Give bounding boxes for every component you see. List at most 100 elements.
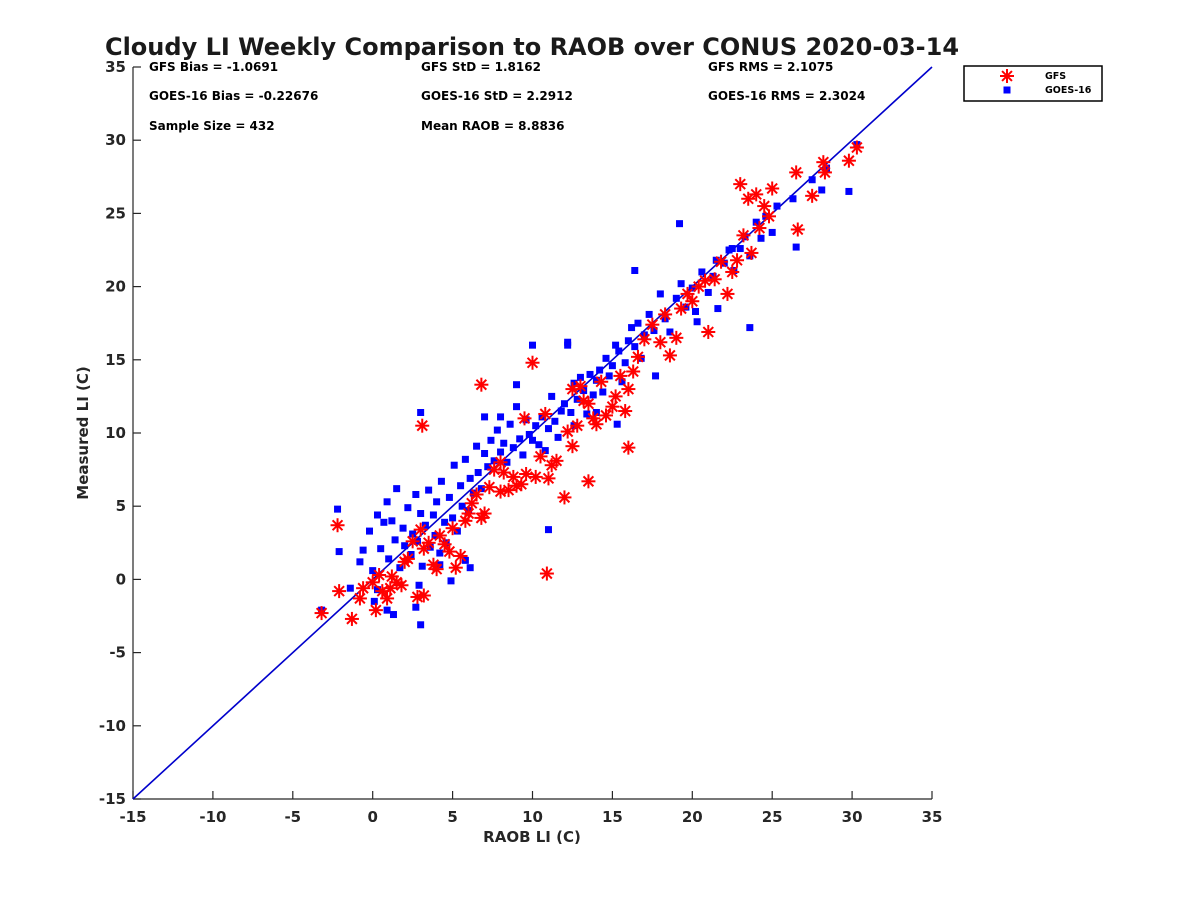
- goes16-point: [436, 549, 444, 557]
- gfs-point: [394, 578, 409, 593]
- goes16-point: [391, 536, 399, 544]
- gfs-point: [380, 591, 395, 606]
- goes16-point: [773, 202, 781, 210]
- gfs-point: [344, 611, 359, 626]
- x-tick-label: 15: [602, 808, 623, 826]
- legend-goes-marker: [1003, 86, 1011, 94]
- goes16-point: [628, 324, 636, 332]
- goes16-point: [605, 372, 613, 380]
- goes16-point: [615, 347, 623, 355]
- goes16-point: [380, 518, 388, 526]
- gfs-point: [680, 286, 695, 301]
- stat-sample-size: Sample Size = 432: [149, 119, 275, 133]
- goes16-point: [412, 490, 420, 498]
- gfs-point: [744, 245, 759, 260]
- gfs-point: [581, 396, 596, 411]
- goes16-point: [532, 422, 540, 430]
- gfs-point: [621, 382, 636, 397]
- gfs-point: [437, 537, 452, 552]
- goes16-point: [560, 400, 568, 408]
- gfs-point: [557, 490, 572, 505]
- x-tick-label: 35: [922, 808, 943, 826]
- gfs-point: [565, 439, 580, 454]
- y-tick-label: 5: [116, 497, 126, 515]
- goes16-point: [412, 603, 420, 611]
- goes16-point: [650, 327, 658, 335]
- gfs-point: [658, 307, 673, 322]
- goes16-point: [634, 319, 642, 327]
- goes16-point: [493, 426, 501, 434]
- gfs-point: [725, 264, 740, 279]
- goes16-point: [426, 543, 434, 551]
- goes16-point: [450, 461, 458, 469]
- goes16-point: [592, 409, 600, 417]
- goes16-point: [666, 328, 674, 336]
- x-tick-label: -5: [284, 808, 301, 826]
- gfs-point: [442, 544, 457, 559]
- gfs-point: [413, 522, 428, 537]
- goes16-point: [599, 388, 607, 396]
- gfs-point: [415, 418, 430, 433]
- goes16-point: [500, 439, 508, 447]
- goes16-point: [621, 359, 629, 367]
- goes16-point: [377, 545, 385, 553]
- gfs-point: [528, 469, 543, 484]
- goes16-point: [516, 435, 524, 443]
- goes16-point: [736, 245, 744, 253]
- gfs-point: [790, 222, 805, 237]
- gfs-point: [752, 221, 767, 236]
- goes16-point: [529, 341, 536, 349]
- gfs-point: [514, 477, 529, 492]
- goes16-point: [497, 413, 505, 421]
- legend-goes-label: GOES-16: [1045, 85, 1092, 96]
- gfs-point: [453, 548, 468, 563]
- goes16-point: [389, 611, 397, 619]
- legend-gfs-marker: [1000, 69, 1014, 83]
- gfs-point: [757, 199, 772, 214]
- goes16-point: [417, 510, 425, 518]
- gfs-point: [762, 209, 777, 224]
- goes16-point: [399, 524, 407, 532]
- gfs-point: [469, 487, 484, 502]
- legend-goes-square: [1003, 86, 1011, 94]
- goes16-point: [544, 425, 552, 433]
- gfs-point: [621, 440, 636, 455]
- goes16-point: [596, 366, 604, 374]
- statistics-block: GFS Bias = -1.0691 GFS StD = 1.8162 GFS …: [149, 60, 865, 133]
- goes16-point: [373, 511, 381, 519]
- goes16-point: [449, 514, 457, 522]
- goes16-point: [818, 186, 826, 194]
- goes16-point: [396, 564, 404, 572]
- gfs-point: [365, 575, 380, 590]
- goes16-point: [631, 343, 639, 351]
- gfs-point: [565, 382, 580, 397]
- goes16-point: [461, 455, 469, 463]
- goes16-point: [437, 477, 445, 485]
- goes16-point: [370, 597, 378, 605]
- gfs-point: [674, 301, 689, 316]
- goes16-point: [393, 485, 401, 493]
- goes16-point: [513, 403, 521, 411]
- goes16-point: [417, 409, 425, 417]
- y-tick-label: 15: [105, 351, 126, 369]
- goes16-point: [519, 451, 527, 459]
- gfs-point: [482, 480, 497, 495]
- gfs-point: [332, 584, 347, 599]
- goes16-point: [497, 448, 505, 456]
- goes16-point: [586, 370, 594, 378]
- goes16-point: [608, 362, 616, 370]
- y-tick-label: 10: [105, 424, 126, 442]
- goes16-point: [792, 243, 800, 251]
- goes16-point: [388, 517, 396, 525]
- gfs-point: [581, 474, 596, 489]
- gfs-point: [707, 272, 722, 287]
- gfs-point: [749, 187, 764, 202]
- goes16-point: [712, 256, 720, 264]
- goes16-point: [457, 482, 465, 490]
- gfs-point: [733, 177, 748, 192]
- y-tick-label: 0: [116, 570, 126, 588]
- goes16-point: [535, 441, 543, 449]
- gfs-point: [477, 506, 492, 521]
- goes16-point: [704, 288, 712, 296]
